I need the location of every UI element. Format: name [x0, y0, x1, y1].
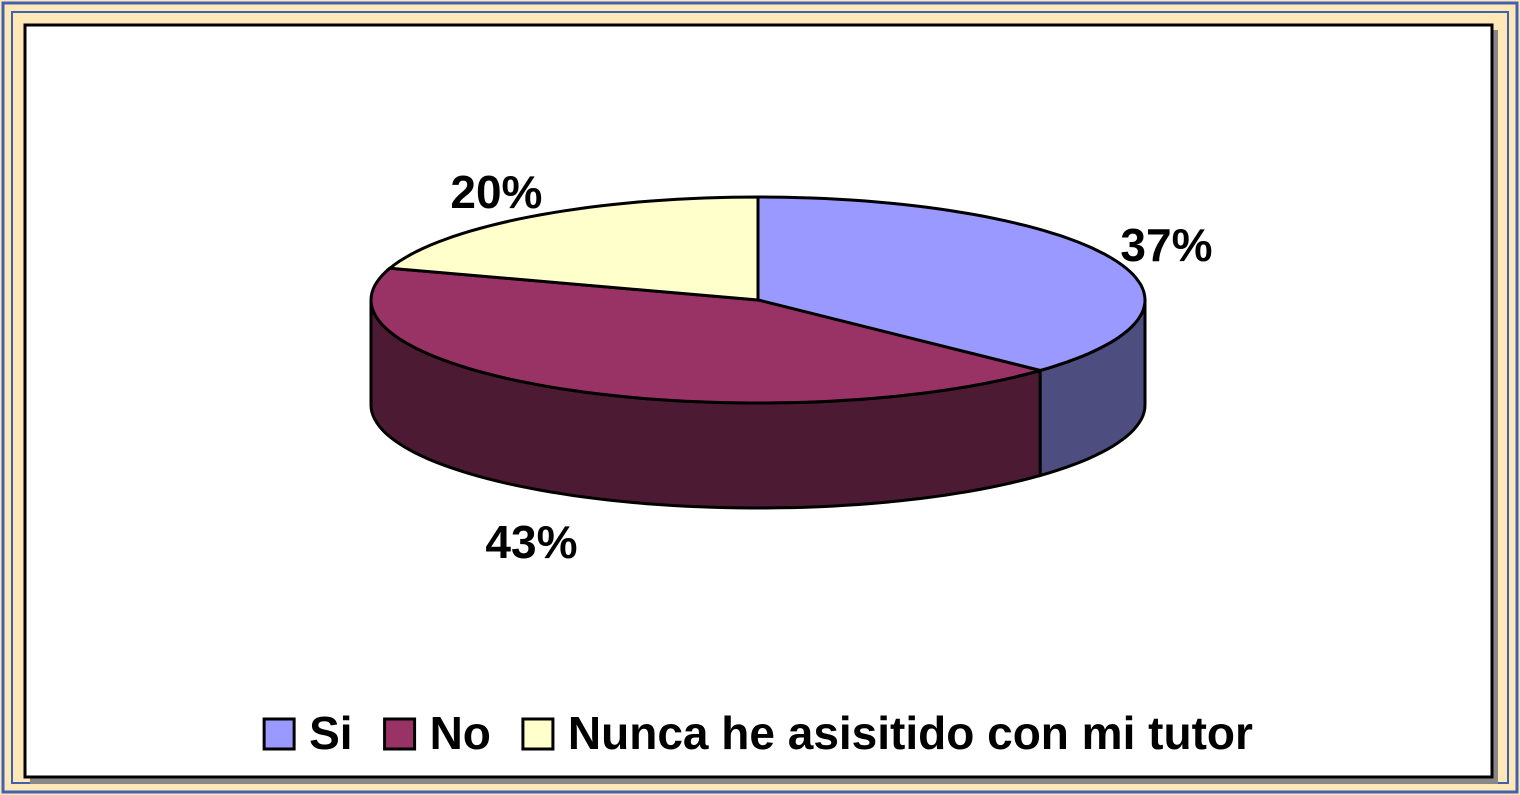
pie: 37% 43% 20% [369, 166, 1212, 568]
legend-label: Nunca he asisitido con mi tutor [568, 707, 1253, 759]
slice [369, 266, 1046, 405]
data-label: 43% [485, 516, 577, 568]
data-label: 20% [450, 166, 542, 218]
slice [385, 195, 760, 302]
legend-swatch [262, 717, 296, 751]
legend-swatch [521, 717, 555, 751]
legend-swatch [383, 717, 417, 751]
legend-label: Si [309, 707, 352, 759]
data-label: 37% [1120, 219, 1212, 271]
legend-label: No [430, 707, 491, 759]
slice [756, 195, 1147, 373]
legend: Si No Nunca he asisitido con mi tutor [262, 707, 1253, 759]
